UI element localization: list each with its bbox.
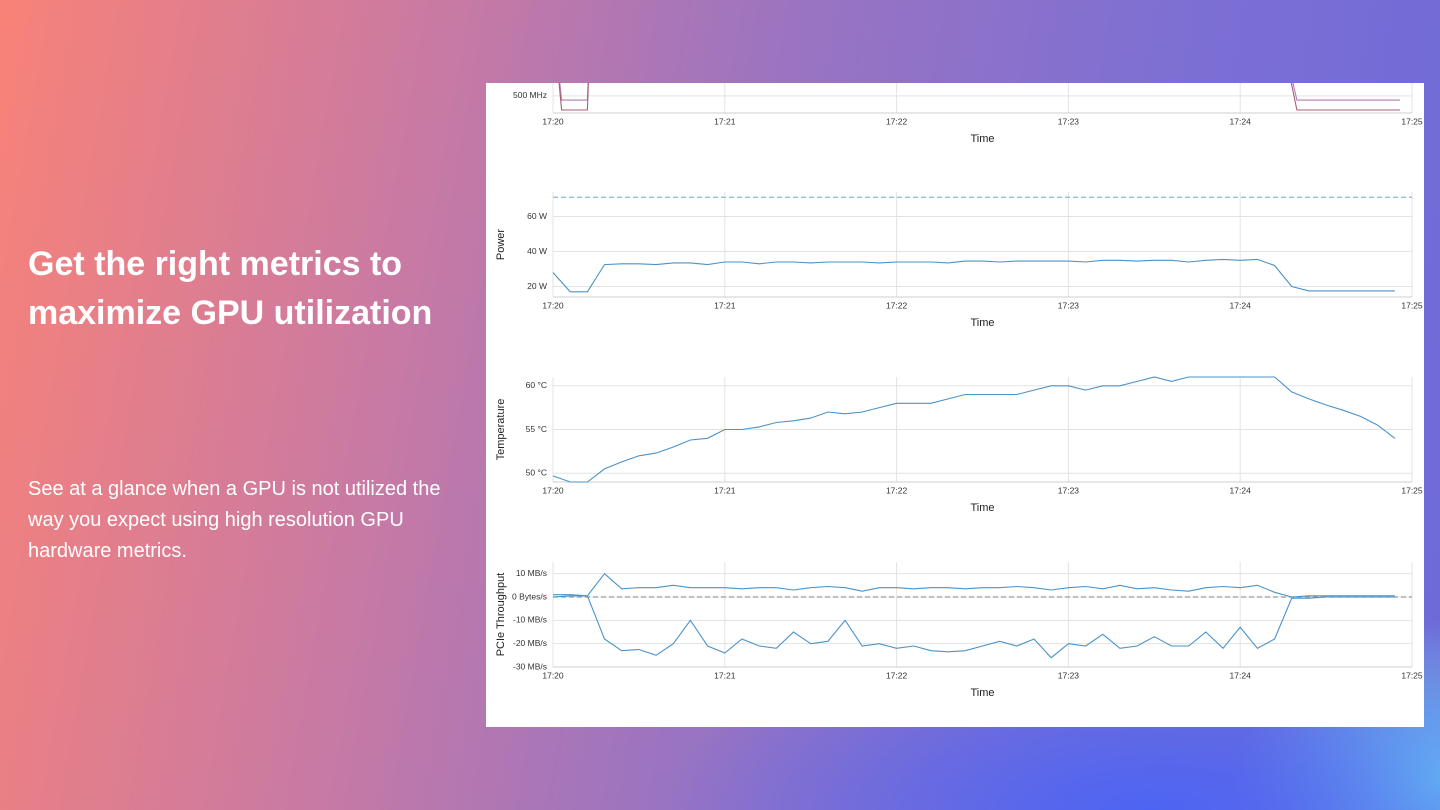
y-tick-label: 60 W bbox=[527, 211, 547, 221]
heading: Get the right metrics to maximize GPU ut… bbox=[28, 245, 433, 332]
x-tick-label: 17:25 bbox=[1401, 116, 1423, 126]
y-tick-label: 55 °C bbox=[526, 424, 547, 434]
x-tick-label: 17:20 bbox=[542, 485, 564, 495]
series-line bbox=[559, 83, 1400, 101]
x-tick-label: 17:23 bbox=[1058, 300, 1080, 310]
x-tick-label: 17:24 bbox=[1230, 670, 1252, 680]
y-tick-label: 10 MB/s bbox=[516, 568, 547, 578]
x-tick-label: 17:25 bbox=[1401, 485, 1423, 495]
x-tick-label: 17:23 bbox=[1058, 670, 1080, 680]
y-axis-title: PCIe Throughput bbox=[495, 573, 507, 657]
x-tick-label: 17:22 bbox=[886, 116, 908, 126]
x-tick-label: 17:24 bbox=[1230, 485, 1252, 495]
x-tick-label: 17:21 bbox=[714, 485, 736, 495]
series-line bbox=[552, 376, 1396, 483]
x-tick-label: 17:21 bbox=[714, 116, 736, 126]
x-tick-label: 17:22 bbox=[886, 485, 908, 495]
x-tick-label: 17:20 bbox=[542, 670, 564, 680]
x-tick-label: 17:20 bbox=[542, 300, 564, 310]
x-tick-label: 17:25 bbox=[1401, 300, 1423, 310]
y-tick-label: 500 MHz bbox=[513, 90, 547, 100]
y-tick-label: 40 W bbox=[527, 246, 547, 256]
x-tick-label: 17:21 bbox=[714, 670, 736, 680]
y-tick-label: 60 °C bbox=[526, 380, 547, 390]
x-tick-label: 17:22 bbox=[886, 300, 908, 310]
x-tick-label: 17:20 bbox=[542, 116, 564, 126]
y-axis-title: Temperature bbox=[495, 399, 507, 461]
chart-panel bbox=[486, 83, 1424, 727]
x-axis-title: Time bbox=[970, 317, 994, 329]
x-tick-label: 17:22 bbox=[886, 670, 908, 680]
chart: 500 MHz 17:20 17:21 17:22 17:23 17:24 17:25 Tim… bbox=[513, 83, 1423, 145]
series-line bbox=[553, 572, 1395, 598]
x-tick-label: 17:21 bbox=[714, 300, 736, 310]
y-tick-label: 50 °C bbox=[526, 468, 547, 478]
x-tick-label: 17:24 bbox=[1230, 116, 1252, 126]
x-tick-label: 17:23 bbox=[1058, 485, 1080, 495]
series-line bbox=[558, 83, 1400, 111]
chart: 20 W 40 W 60 W 17:20 17:21 17:22 17:23 17:24 17:… bbox=[495, 192, 1423, 329]
y-tick-label: -20 MB/s bbox=[513, 638, 547, 648]
y-tick-label: 0 Bytes/s bbox=[512, 591, 547, 601]
x-axis-title: Time bbox=[970, 502, 994, 514]
x-tick-label: 17:25 bbox=[1401, 670, 1423, 680]
series-line bbox=[552, 258, 1395, 293]
series-line bbox=[552, 595, 1395, 659]
chart: 50 °C 55 °C 60 °C 17:20 17:21 17:22 17:23 17:24… bbox=[495, 376, 1423, 514]
y-tick-label: -10 MB/s bbox=[513, 615, 547, 625]
body-text: See at a glance when a GPU is not utiliz… bbox=[28, 478, 441, 562]
y-tick-label: 20 W bbox=[527, 281, 547, 291]
x-axis-title: Time bbox=[970, 133, 994, 145]
y-tick-label: -30 MB/s bbox=[513, 661, 547, 671]
x-tick-label: 17:24 bbox=[1230, 300, 1252, 310]
x-axis-title: Time bbox=[970, 687, 994, 699]
y-axis-title: Power bbox=[495, 229, 507, 261]
chart: -30 MB/s -20 MB/s -10 MB/s 0 Bytes/s 10 MB/s… bbox=[495, 562, 1423, 699]
x-tick-label: 17:23 bbox=[1058, 116, 1080, 126]
